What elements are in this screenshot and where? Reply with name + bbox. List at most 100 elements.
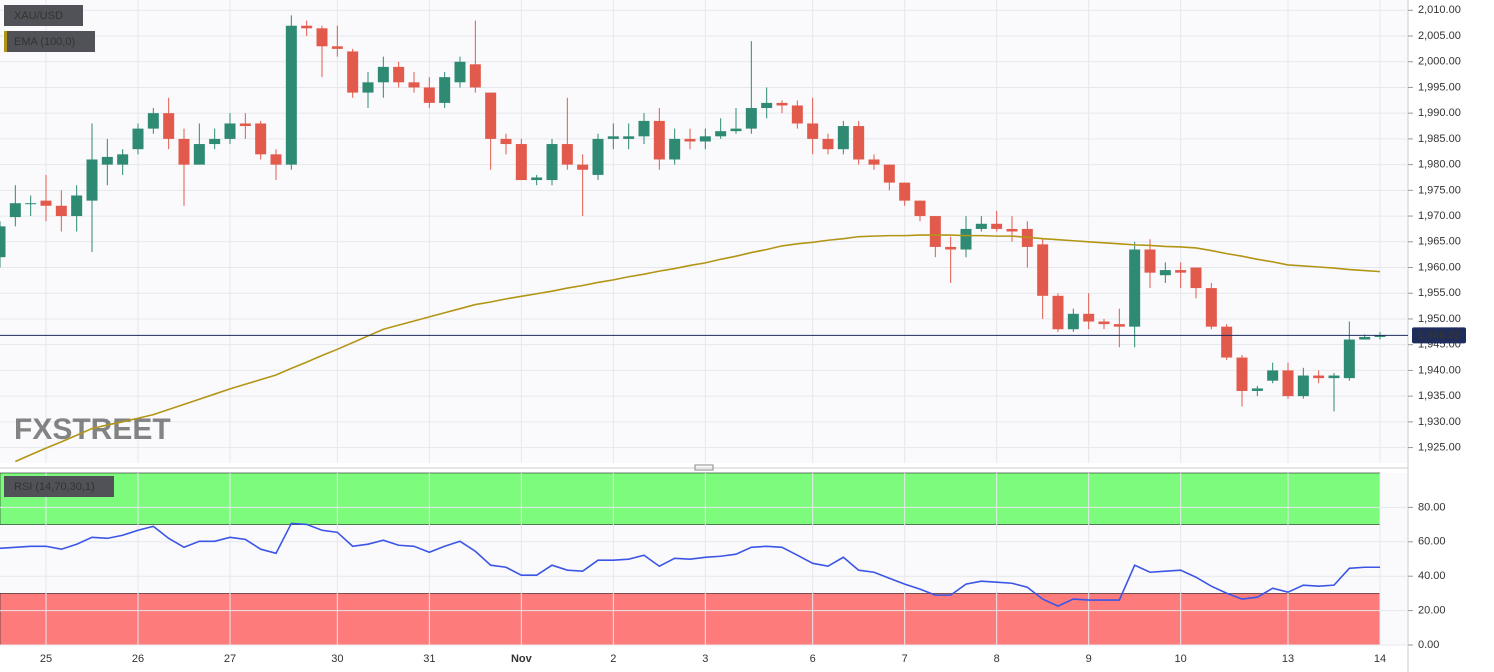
watermark: FXSTREET [14, 413, 171, 446]
y-tick-label: 1,960.00 [1418, 261, 1461, 273]
candle-body [975, 223, 987, 229]
candle-body [638, 120, 650, 137]
candle-body [1328, 375, 1340, 379]
candle-body [929, 216, 941, 247]
price-panel [0, 0, 1408, 463]
candle-body [607, 136, 619, 139]
candle-body [531, 177, 543, 181]
candle-body [1067, 313, 1079, 330]
candle-body [853, 126, 865, 160]
x-tick-label: 3 [702, 653, 708, 665]
candle-body [1006, 228, 1018, 232]
candle-body [101, 156, 113, 165]
y-tick-label: 1,995.00 [1418, 81, 1461, 93]
candle-body [653, 120, 665, 160]
y-tick-label: 2,005.00 [1418, 30, 1461, 42]
candle-body [914, 200, 926, 217]
candle-body [837, 126, 849, 150]
y-tick-label: 1,930.00 [1418, 416, 1461, 428]
candle-body [1297, 375, 1309, 397]
candle-body [592, 138, 604, 175]
candle-body [822, 138, 834, 150]
line-series [15, 234, 1381, 463]
last-price-label: 1,946.82 [1418, 330, 1461, 342]
candle-body [147, 113, 159, 129]
candle-body [1359, 336, 1371, 340]
candle-body [1374, 335, 1386, 337]
candle-body [684, 138, 696, 142]
candle-body [761, 102, 773, 109]
x-tick-label: 10 [1175, 653, 1187, 665]
y-tick-label: 1,935.00 [1418, 390, 1461, 402]
candle-body [439, 77, 451, 103]
candle-body [71, 195, 83, 217]
candle-body [454, 61, 466, 83]
x-tick-label: 14 [1374, 653, 1386, 665]
candle-body [1282, 370, 1294, 397]
x-tick-label: 2 [610, 653, 616, 665]
candle-body [577, 164, 589, 170]
candle-body [469, 64, 481, 88]
candle-body [561, 144, 573, 165]
x-tick-label: 8 [994, 653, 1000, 665]
candle-body [960, 228, 972, 250]
candle-body [1144, 249, 1156, 273]
oversold-zone [0, 593, 1381, 646]
candle-body [86, 159, 98, 201]
candle-body [1343, 339, 1355, 379]
y-tick-label: 1,940.00 [1418, 364, 1461, 376]
candle-body [1190, 267, 1202, 289]
candle-body [239, 123, 251, 127]
y-tick-label: 1,955.00 [1418, 287, 1461, 299]
y-tick-label: 0.00 [1418, 639, 1439, 651]
x-tick-label: 6 [810, 653, 816, 665]
candle-body [945, 246, 957, 250]
candle-body [408, 82, 420, 88]
candle-body [40, 200, 52, 206]
y-tick-label: 1,980.00 [1418, 159, 1461, 171]
candle-body [623, 136, 635, 139]
candle-body [730, 128, 742, 132]
candle-body [132, 128, 144, 150]
candle-body [347, 51, 359, 93]
candle-body [393, 66, 405, 83]
overbought-zone [0, 472, 1381, 525]
legend-box [4, 31, 95, 52]
divider-handle[interactable] [694, 464, 714, 471]
candle-body [1313, 375, 1325, 379]
x-tick-label: 30 [331, 653, 343, 665]
candle-body [1083, 313, 1095, 322]
candle-body [377, 66, 389, 83]
y-tick-label: 1,975.00 [1418, 184, 1461, 196]
x-tick-label: 13 [1282, 653, 1294, 665]
candle-body [807, 123, 819, 139]
candle-body [301, 25, 313, 29]
y-tick-label: 1,925.00 [1418, 441, 1461, 453]
last-price-tag [1412, 327, 1466, 344]
line-series [0, 522, 1380, 608]
candle-body [715, 131, 727, 137]
x-tick-label: 25 [40, 653, 52, 665]
candle-body [485, 92, 497, 139]
y-tick-label: 1,990.00 [1418, 107, 1461, 119]
y-tick-label: 40.00 [1418, 570, 1446, 582]
candle-body [1037, 244, 1049, 296]
y-tick-label: 1,970.00 [1418, 210, 1461, 222]
candle-body [224, 123, 236, 139]
y-tick-label: 1,965.00 [1418, 236, 1461, 248]
y-tick-label: 1,985.00 [1418, 133, 1461, 145]
candle-body [1221, 326, 1233, 358]
candle-body [362, 82, 374, 93]
candle-body [316, 28, 328, 47]
x-tick-label: 31 [423, 653, 435, 665]
x-tick-label: 9 [1086, 653, 1092, 665]
y-tick-label: 2,010.00 [1418, 4, 1461, 16]
candle-body [1175, 270, 1187, 273]
candle-body [163, 113, 175, 139]
candle-body [423, 87, 435, 103]
legend-box [4, 5, 83, 26]
candle-body [883, 164, 895, 183]
candle-body [868, 159, 880, 165]
candle-body [0, 226, 6, 258]
candle-body [1113, 324, 1125, 327]
